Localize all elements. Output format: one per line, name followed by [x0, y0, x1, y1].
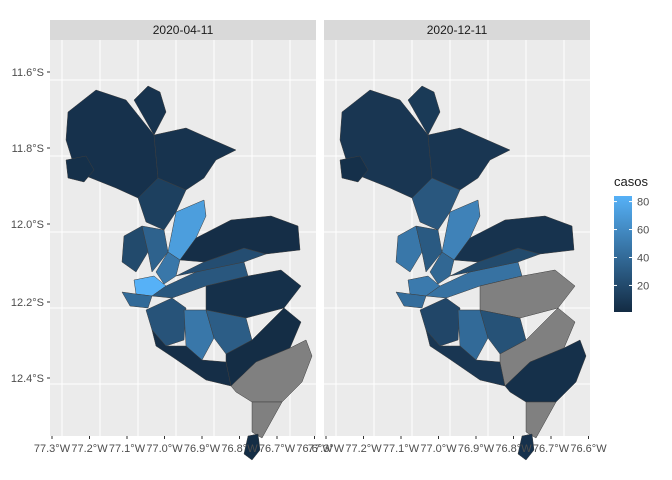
region-south-center-b — [183, 309, 215, 361]
facet-1: 2020-04-11 77.3°W 77.2°W 77.1°W 77.0°W 76.9°W… — [34, 20, 333, 461]
region-center-core-b — [121, 291, 153, 309]
x-tick-label: 77.0°W — [146, 443, 183, 455]
region-coast-west — [339, 155, 369, 183]
y-tick-label: 12.4°S — [11, 373, 44, 385]
region-center-west-b — [415, 225, 443, 273]
region-south-tip — [525, 401, 557, 439]
legend-break-label: 20 — [637, 280, 649, 292]
map-regions — [65, 85, 313, 461]
region-southeast-wedge — [504, 339, 587, 403]
x-tick-label: 77.2°W — [345, 443, 382, 455]
x-tick-label: 76.8°W — [221, 443, 258, 455]
region-mid-band — [425, 261, 523, 299]
legend-break-label: 60 — [637, 225, 649, 237]
region-south-tip — [251, 401, 283, 439]
region-mid-band — [151, 261, 249, 299]
region-island — [517, 433, 535, 461]
region-north-top — [407, 85, 441, 136]
facet-label: 2020-04-11 — [153, 23, 214, 37]
legend: casos 20 40 60 80 — [614, 174, 649, 312]
region-center-west-b — [141, 225, 169, 273]
legend-break-label: 40 — [637, 252, 649, 264]
x-tick-label: 77.3°W — [34, 443, 71, 455]
facet-strip — [324, 20, 590, 40]
x-tick-label: 76.8°W — [495, 443, 532, 455]
x-tick-label: 76.6°W — [296, 443, 333, 455]
x-tick-label: 76.7°W — [533, 443, 570, 455]
region-south-center-b — [457, 309, 489, 361]
y-tick-label: 12.2°S — [11, 297, 44, 309]
x-tick-label: 77.1°W — [109, 443, 146, 455]
x-tick-label: 77.0°W — [420, 443, 457, 455]
facet-strip — [50, 20, 316, 40]
legend-break-label: 80 — [637, 197, 649, 209]
y-tick-label: 12.0°S — [11, 219, 44, 231]
facet-label: 2020-12-11 — [427, 23, 488, 37]
x-tick-label: 76.6°W — [570, 443, 607, 455]
region-east-large — [453, 215, 575, 263]
region-center-core-b — [395, 291, 427, 309]
y-axis: 11.6°S 11.8°S 12.0°S 12.2°S 12.4°S — [11, 67, 50, 385]
x-tick-label: 76.9°W — [458, 443, 495, 455]
x-tick-label: 77.2°W — [71, 443, 108, 455]
region-center-west-a — [121, 225, 149, 273]
region-coast-west — [65, 155, 95, 183]
y-tick-label: 11.6°S — [12, 67, 44, 79]
region-center-west-c — [155, 251, 181, 285]
map-regions — [339, 85, 587, 461]
facet-2: 2020-12-11 77.3°W 77.2°W 77.1°W 77.0°W 76.9°W… — [308, 20, 607, 461]
region-center-west-c — [429, 251, 455, 285]
region-center-west-a — [395, 225, 423, 273]
y-tick-label: 11.8°S — [12, 143, 44, 155]
x-tick-label: 77.3°W — [308, 443, 345, 455]
legend-colorbar — [614, 196, 632, 312]
region-island — [243, 433, 261, 461]
region-east-large — [179, 215, 301, 263]
legend-title: casos — [614, 174, 648, 189]
x-tick-label: 76.7°W — [259, 443, 296, 455]
region-southeast-wedge — [230, 339, 313, 403]
x-tick-label: 76.9°W — [184, 443, 221, 455]
x-tick-label: 77.1°W — [383, 443, 420, 455]
region-north-top — [133, 85, 167, 136]
